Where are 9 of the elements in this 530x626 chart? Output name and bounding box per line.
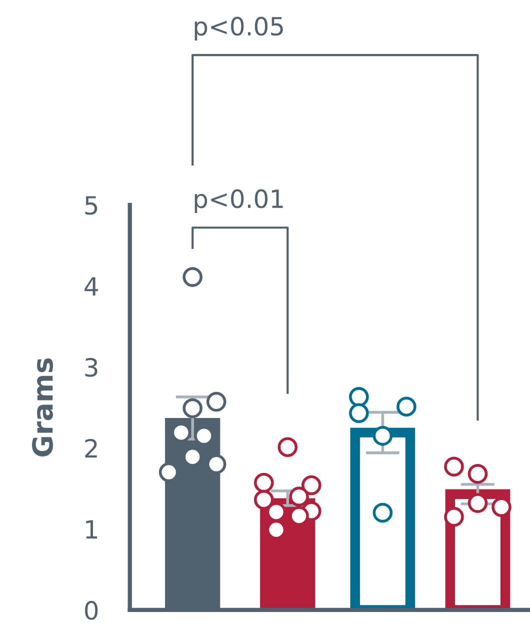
y-tick-label: 1 — [86, 520, 97, 538]
y-tick-label: 4 — [84, 277, 98, 296]
y-axis-title: Grams — [32, 358, 54, 456]
y-tick-label: 3 — [85, 358, 98, 377]
y-tick-label: 0 — [85, 600, 98, 620]
annotation: p<0.01 — [194, 189, 283, 214]
y-tick-label: 5 — [85, 196, 98, 215]
y-tick-label: 2 — [85, 438, 97, 458]
text: p<0.05 — [194, 16, 283, 41]
